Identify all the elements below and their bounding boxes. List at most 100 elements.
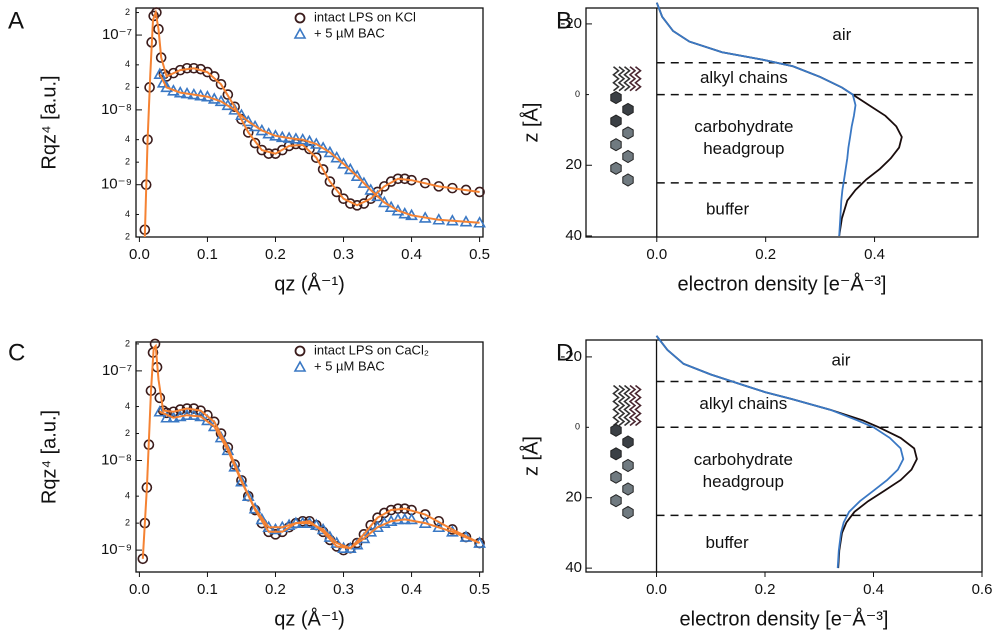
- y-tick-label: 10⁻⁷: [102, 362, 132, 379]
- data-point: [228, 460, 242, 472]
- data-point: [324, 176, 336, 187]
- x-axis-label: electron density [e⁻Å⁻³]: [678, 272, 887, 295]
- data-point: [248, 502, 262, 514]
- x-tick-label: 0.5: [469, 246, 490, 263]
- sugar-ring: [610, 494, 622, 508]
- x-tick-label: 0.2: [755, 246, 776, 263]
- sugar-ring: [610, 447, 622, 461]
- data-point: [385, 176, 397, 187]
- region-label: carbohydrate: [694, 117, 793, 136]
- region-label: buffer: [705, 533, 749, 552]
- y-tick-label: 2: [125, 428, 130, 438]
- sugar-ring: [610, 114, 622, 128]
- data-point: [405, 512, 418, 525]
- lipid-chain: [623, 384, 631, 427]
- density-line: [655, 2, 857, 236]
- fit-line: [143, 8, 480, 238]
- y-tick-label: 4: [125, 401, 130, 411]
- x-axis-label: qz (Å⁻¹): [274, 607, 345, 630]
- y-tick-label: 2: [125, 157, 130, 167]
- data-point: [391, 512, 405, 525]
- data-point: [338, 193, 349, 205]
- y-tick-label: 2: [125, 338, 130, 348]
- panel-label: B: [556, 7, 572, 34]
- y-tick-label: 4: [125, 59, 130, 69]
- legend-marker: [293, 27, 307, 39]
- sugar-ring: [610, 138, 622, 152]
- data-point: [255, 512, 269, 525]
- y-axis-label: z [Å]: [519, 436, 542, 476]
- x-tick-label: 0.1: [197, 246, 218, 263]
- data-point: [242, 127, 254, 138]
- panel-label: C: [8, 339, 25, 366]
- plot-frame: [135, 7, 484, 238]
- sugar-ring: [610, 91, 622, 105]
- data-point: [350, 169, 364, 181]
- sugar-ring: [622, 435, 634, 449]
- data-point: [351, 200, 363, 211]
- y-tick-label: 20: [565, 156, 582, 173]
- x-tick-label: 0.5: [469, 581, 490, 598]
- legend-label: + 5 µM BAC: [314, 25, 385, 40]
- x-axis-label: qz (Å⁻¹): [274, 272, 345, 295]
- region-label: alkyl chains: [699, 394, 787, 413]
- data-point: [214, 430, 228, 443]
- data-point: [357, 176, 371, 188]
- sugar-ring: [622, 126, 634, 140]
- lipid-chain: [634, 66, 642, 92]
- panel-label: A: [8, 7, 24, 34]
- x-tick-label: 0.2: [265, 246, 286, 263]
- legend-label: + 5 µM BAC: [314, 358, 385, 373]
- lipid-chain: [612, 66, 620, 92]
- lipid-chain: [623, 66, 631, 92]
- data-point: [248, 119, 262, 132]
- y-tick-label: 4: [125, 209, 130, 219]
- legend-label: intact LPS on CaCl₂: [314, 342, 429, 357]
- sugar-ring: [610, 423, 622, 437]
- sugar-ring: [622, 102, 634, 116]
- data-point: [377, 195, 391, 208]
- data-point: [311, 152, 322, 163]
- data-point: [337, 157, 350, 169]
- data-point: [249, 504, 261, 516]
- lipid-chain: [634, 384, 642, 427]
- panel: 0.0 0.1 0.2 0.3 0.4 0.5 2 4 10⁻⁹ 2 4 10⁻⁸ 2 4 10⁻⁷ 2 qz …: [38, 7, 490, 295]
- x-tick-label: 0.3: [333, 581, 354, 598]
- y-tick-label: 20: [565, 489, 582, 506]
- y-tick-label: 40: [565, 559, 582, 576]
- x-tick-label: 0.0: [646, 246, 667, 263]
- data-point: [241, 489, 255, 501]
- y-tick-label: 10⁻⁸: [101, 101, 132, 118]
- lipid-chain: [628, 66, 637, 92]
- sugar-ring: [610, 161, 622, 175]
- region-label: air: [832, 350, 851, 369]
- y-tick-label: 2: [125, 231, 130, 241]
- data-point: [364, 183, 378, 195]
- data-point: [160, 80, 173, 93]
- lipid-chain: [617, 384, 626, 427]
- data-point: [304, 143, 315, 155]
- data-point: [241, 114, 255, 127]
- region-label: headgroup: [703, 472, 784, 491]
- x-tick-label: 0.1: [197, 581, 218, 598]
- lipid-chain: [617, 66, 626, 92]
- data-point: [433, 515, 445, 527]
- x-axis-label: electron density [e⁻Å⁻³]: [680, 607, 889, 630]
- fit-line: [158, 73, 480, 224]
- region-label: carbohydrate: [694, 450, 793, 469]
- x-tick-label: 0.4: [401, 581, 422, 598]
- data-point: [331, 186, 343, 198]
- x-tick-label: 0.2: [755, 581, 776, 598]
- data-point: [229, 459, 240, 470]
- lipid-chain: [612, 384, 620, 427]
- y-tick-label: 10⁻⁹: [101, 541, 132, 558]
- y-tick-label: 2: [125, 82, 130, 92]
- data-point: [384, 200, 398, 213]
- data-point: [208, 71, 220, 82]
- data-point: [153, 67, 167, 79]
- plot-frame: [585, 339, 983, 573]
- fit-line: [159, 410, 480, 550]
- region-label: buffer: [706, 199, 750, 218]
- sugar-ring: [610, 470, 622, 484]
